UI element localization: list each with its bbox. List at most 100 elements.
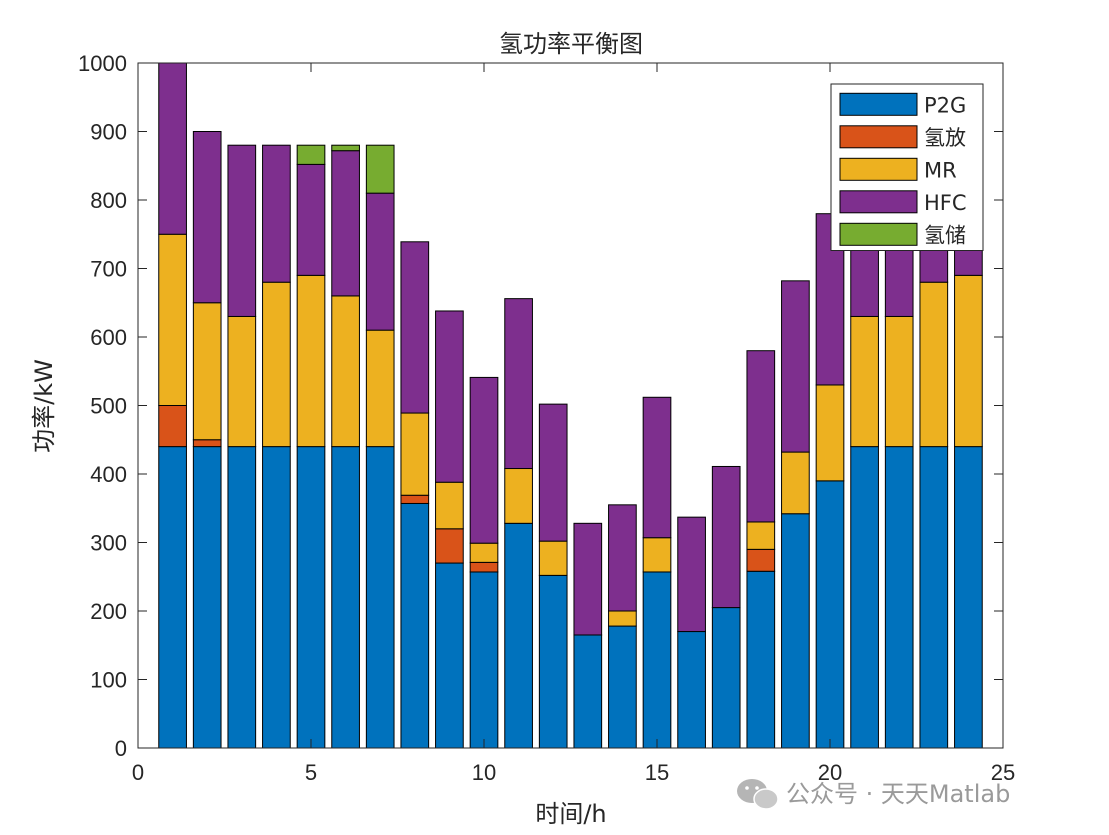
y-tick-label-0: 0: [115, 736, 127, 761]
bar-segment-series2-t23: [919, 281, 949, 448]
bar-segment-series1-t2: [192, 439, 222, 448]
bar-segment-series0-t3: [227, 446, 257, 749]
x-tick-label-20: 20: [818, 760, 842, 785]
y-tick-label-400: 400: [90, 462, 127, 487]
bar-segment-series3-t15: [642, 396, 672, 539]
bar-segment-series0-t23: [919, 446, 949, 749]
bar-segment-series0-t14: [608, 625, 637, 749]
bar-segment-series2-t14: [608, 610, 637, 627]
y-tick-label-900: 900: [90, 120, 127, 145]
bar-segment-series2-t20: [815, 384, 845, 482]
bar-segment-series2-t11: [504, 468, 533, 524]
bar-segment-series2-t9: [435, 481, 464, 530]
bar-segment-series2-t18: [746, 521, 776, 550]
y-axis-title: 功率/kW: [30, 359, 58, 453]
bar-segment-series4-t7: [365, 144, 395, 194]
bar-segment-series3-t4: [262, 144, 291, 283]
bar-segment-series2-t21: [850, 315, 879, 448]
bar-segment-series0-t9: [435, 562, 464, 749]
bar-segment-series4-t5: [296, 144, 326, 165]
bar-segment-series0-t13: [573, 634, 603, 749]
bar-segment-series0-t20: [815, 480, 845, 749]
legend-swatch-2: [839, 157, 918, 181]
bar-segment-series0-t15: [642, 571, 672, 749]
bar-segment-series0-t10: [469, 571, 499, 749]
bar-segment-series3-t11: [504, 298, 533, 470]
legend-swatch-1: [839, 125, 918, 149]
bar-segment-series1-t1: [158, 405, 187, 448]
bars-layer: [158, 62, 983, 749]
x-tick-label-0: 0: [132, 760, 144, 785]
bar-segment-series2-t8: [400, 412, 430, 496]
bar-segment-series3-t7: [365, 192, 395, 331]
chart-title: 氢功率平衡图: [499, 30, 643, 58]
bar-segment-series2-t12: [538, 540, 568, 576]
bar-segment-series1-t9: [435, 528, 464, 564]
bar-segment-series0-t21: [850, 446, 879, 749]
x-tick-label-10: 10: [472, 760, 496, 785]
bar-segment-series0-t22: [884, 446, 914, 749]
bar-segment-series0-t12: [538, 574, 568, 749]
legend-label-1: 氢放: [924, 126, 966, 150]
y-tick-label-200: 200: [90, 599, 127, 624]
legend-label-2: MR: [924, 158, 957, 182]
bar-segment-series2-t5: [296, 274, 326, 448]
bar-segment-series0-t2: [192, 446, 222, 749]
bar-segment-series3-t17: [711, 465, 741, 609]
bar-segment-series3-t16: [677, 516, 706, 633]
bar-segment-series3-t19: [781, 280, 810, 453]
y-tick-label-100: 100: [90, 668, 127, 693]
bar-segment-series3-t2: [192, 131, 222, 304]
bar-segment-series0-t7: [365, 446, 395, 749]
y-tick-label-300: 300: [90, 531, 127, 556]
bar-segment-series3-t3: [227, 144, 257, 317]
bar-segment-series2-t15: [642, 537, 672, 573]
x-tick-label-5: 5: [305, 760, 317, 785]
bar-segment-series2-t24: [954, 274, 983, 448]
bar-segment-series0-t17: [711, 607, 741, 749]
bar-segment-series3-t8: [400, 241, 430, 414]
bar-segment-series1-t18: [746, 548, 776, 572]
bar-segment-series0-t16: [677, 631, 706, 749]
bar-segment-series3-t9: [435, 310, 464, 483]
bar-segment-series0-t1: [158, 446, 187, 749]
bar-segment-series2-t2: [192, 302, 222, 441]
bar-segment-series1-t8: [400, 494, 430, 504]
bar-segment-series0-t5: [296, 446, 326, 749]
bar-segment-series2-t1: [158, 233, 187, 406]
bar-segment-series2-t10: [469, 542, 499, 563]
bar-segment-series3-t12: [538, 403, 568, 542]
y-tick-label-1000: 1000: [78, 51, 127, 76]
y-tick-label-500: 500: [90, 394, 127, 419]
watermark-text: 公众号 · 天天Matlab: [786, 780, 1010, 808]
watermark: 公众号 · 天天Matlab: [737, 779, 1010, 810]
wechat-icon: [737, 779, 779, 810]
y-tick-label-800: 800: [90, 188, 127, 213]
bar-segment-series1-t10: [469, 561, 499, 573]
y-tick-label-700: 700: [90, 257, 127, 282]
x-tick-label-25: 25: [991, 760, 1015, 785]
y-tick-label-600: 600: [90, 325, 127, 350]
legend-label-3: HFC: [924, 191, 967, 215]
bar-segment-series0-t19: [781, 513, 810, 749]
bar-segment-series3-t1: [158, 62, 187, 235]
bar-segment-series4-t6: [331, 144, 360, 152]
bar-segment-series3-t13: [573, 522, 603, 636]
bar-segment-series0-t18: [746, 570, 776, 749]
bar-segment-series3-t14: [608, 504, 637, 612]
bar-segment-series3-t10: [469, 376, 499, 544]
bar-segment-series2-t4: [262, 281, 291, 448]
bar-segment-series3-t18: [746, 350, 776, 523]
x-axis-title: 时间/h: [535, 800, 606, 828]
bar-segment-series3-t6: [331, 150, 360, 297]
legend-swatch-0: [839, 92, 918, 116]
legend: P2G 氢放 MR HFC 氢储: [830, 83, 984, 251]
x-tick-label-15: 15: [645, 760, 669, 785]
axes-layer: 0 5 10 15 20 25 0 100 200 300 400 500 600 700 800 900 10…: [78, 51, 1015, 785]
legend-label-0: P2G: [924, 93, 966, 117]
legend-label-4: 氢储: [924, 223, 966, 247]
bar-segment-series0-t4: [262, 446, 291, 749]
bar-segment-series2-t3: [227, 315, 257, 448]
bar-segment-series2-t7: [365, 329, 395, 448]
